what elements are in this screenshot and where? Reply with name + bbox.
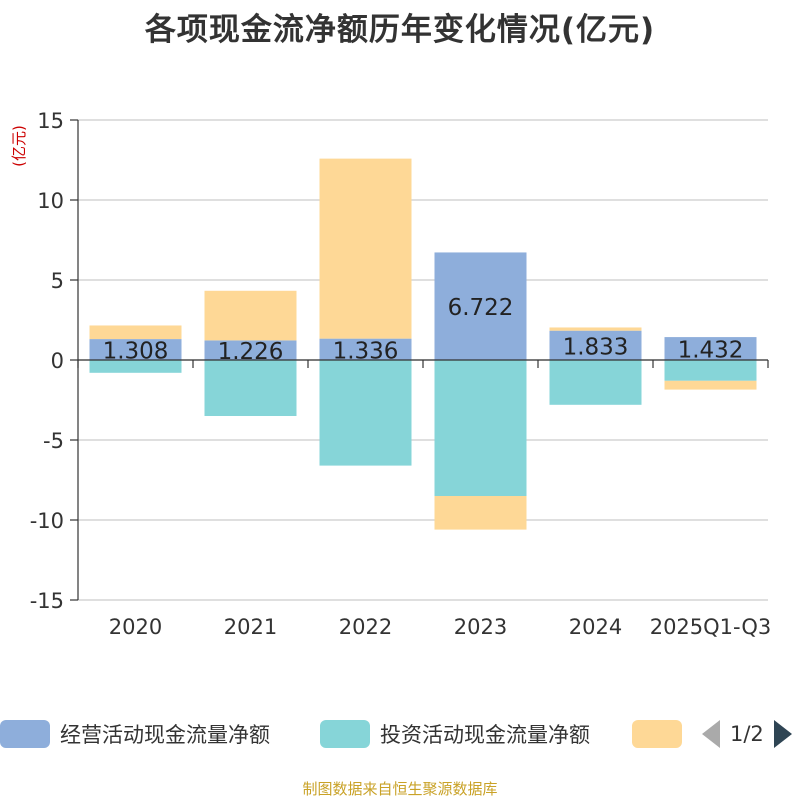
y-unit-label: (亿元) — [10, 125, 28, 167]
data-label: 1.308 — [103, 339, 169, 365]
data-label: 6.722 — [448, 295, 514, 321]
x-tick-label: 2022 — [339, 615, 392, 639]
data-label: 1.336 — [333, 338, 399, 364]
bar-segment[interactable] — [89, 339, 182, 360]
legend-pager: 1/2 — [702, 716, 792, 752]
bar-segment[interactable] — [204, 340, 297, 360]
y-tick-label: -15 — [30, 589, 64, 613]
y-tick-label: 5 — [51, 269, 64, 293]
source-note: 制图数据来自恒生聚源数据库 — [302, 780, 498, 798]
legend-swatch — [632, 720, 682, 748]
bar-segment[interactable] — [549, 330, 642, 360]
bar-segment[interactable] — [89, 325, 182, 340]
x-tick-label: 2023 — [454, 615, 507, 639]
x-tick-label: 2021 — [224, 615, 277, 639]
bar-segment[interactable] — [319, 360, 412, 466]
bar-segment[interactable] — [434, 360, 527, 496]
y-tick-label: 0 — [51, 349, 64, 373]
legend-page-indicator: 1/2 — [730, 722, 764, 746]
legend-label: 投资活动现金流量净额 — [380, 723, 590, 747]
bar-segment[interactable] — [89, 360, 182, 373]
legend-swatch — [0, 720, 50, 748]
legend-item-operating[interactable]: 经营活动现金流量净额 — [0, 716, 270, 752]
bar-segment[interactable] — [664, 360, 757, 381]
legend-item-investing[interactable]: 投资活动现金流量净额 — [320, 716, 590, 752]
bar-segment[interactable] — [664, 380, 757, 390]
legend-label: 经营活动现金流量净额 — [60, 723, 270, 747]
bar-segment[interactable] — [549, 360, 642, 405]
chart-plot: 15 10 5 0 -5 -10 -15 (亿元) 2020 2021 2022 2023 2024 20… — [10, 109, 772, 639]
y-tick-label: -10 — [30, 509, 64, 533]
bar-segment[interactable] — [204, 290, 297, 341]
chevron-right-icon[interactable] — [773, 720, 792, 748]
bar-segment[interactable] — [664, 337, 757, 360]
bar-segment[interactable] — [434, 496, 527, 530]
x-tick-label: 2024 — [569, 615, 622, 639]
bar-segment[interactable] — [204, 360, 297, 416]
bar-segment[interactable] — [434, 252, 527, 360]
x-tick-label: 2025Q1-Q3 — [650, 615, 772, 639]
data-label: 1.432 — [678, 338, 744, 364]
data-label: 1.833 — [563, 334, 629, 360]
x-tick-label: 2020 — [109, 615, 162, 639]
chart-title: 各项现金流净额历年变化情况(亿元) — [144, 12, 656, 48]
chevron-left-icon[interactable] — [702, 720, 720, 748]
y-tick-label: 10 — [37, 189, 64, 213]
bar-segment[interactable] — [319, 338, 412, 360]
legend: 经营活动现金流量净额 投资活动现金流量净额 1/2 — [0, 716, 800, 752]
y-tick-label: 15 — [37, 109, 64, 133]
data-label: 1.226 — [218, 339, 284, 365]
legend-item-financing[interactable] — [632, 716, 682, 752]
y-tick-label: -5 — [43, 429, 64, 453]
bar-segment[interactable] — [319, 158, 412, 339]
bar-segment[interactable] — [549, 327, 642, 331]
legend-swatch — [320, 720, 370, 748]
